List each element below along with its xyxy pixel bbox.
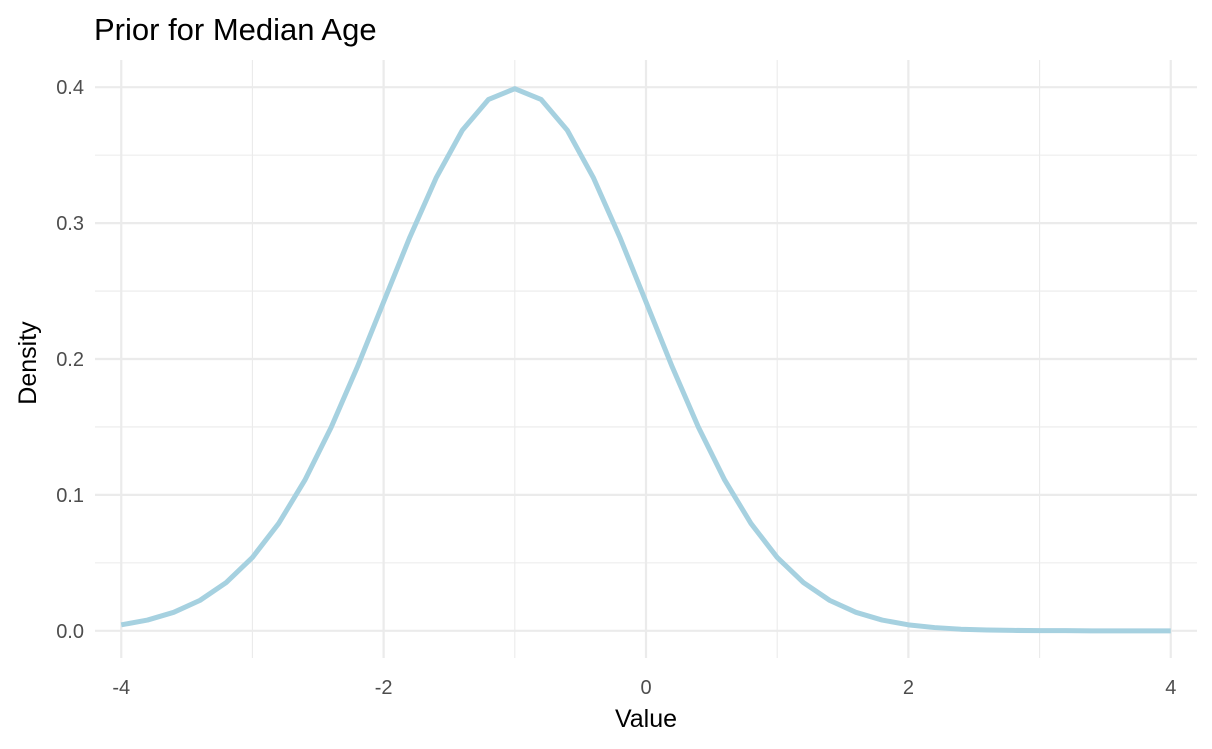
y-tick-label: 0.3 bbox=[56, 213, 84, 235]
y-tick-label: 0.4 bbox=[56, 77, 84, 99]
y-tick-label: 0.1 bbox=[56, 485, 84, 507]
x-tick-label: 4 bbox=[1165, 677, 1176, 699]
y-axis-ticks: 0.0 0.1 0.2 0.3 0.4 bbox=[56, 77, 84, 643]
y-axis-title: Density bbox=[14, 321, 42, 405]
x-axis-title: Value bbox=[615, 705, 677, 733]
grid bbox=[95, 60, 1197, 658]
x-tick-label: -2 bbox=[375, 677, 393, 699]
y-tick-label: 0.0 bbox=[56, 621, 84, 643]
density-curve bbox=[120, 86, 1171, 634]
x-tick-label: 0 bbox=[640, 677, 651, 699]
y-tick-label: 0.2 bbox=[56, 349, 84, 371]
x-tick-label: 2 bbox=[903, 677, 914, 699]
chart-title: Prior for Median Age bbox=[94, 12, 377, 47]
series-layer bbox=[120, 86, 1171, 634]
x-axis-ticks: -4 -2 0 2 4 bbox=[112, 677, 1176, 699]
x-tick-label: -4 bbox=[112, 677, 130, 699]
